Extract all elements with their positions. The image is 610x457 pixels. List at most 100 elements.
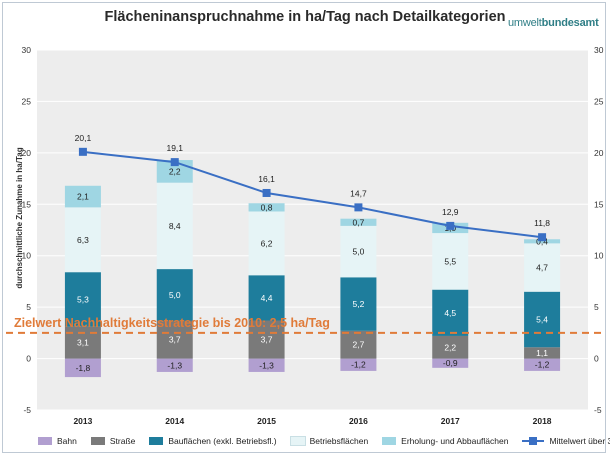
legend-item: Betriebsflächen (289, 436, 369, 446)
bar-data-label: 0,4 (536, 236, 548, 246)
y-axis-title: durchschnittliche Zunahme in ha/Tag (15, 147, 24, 288)
bar-segment (432, 335, 469, 359)
bar-data-label: 5,5 (444, 256, 456, 266)
legend-item: Bahn (38, 436, 77, 446)
bar-segment (156, 320, 193, 359)
bar-segment (64, 272, 101, 327)
chart-svg: -5 -5 0 0 5 5 10 10 15 15 20 20 25 25 30 30 durchschnitt… (6, 45, 604, 426)
bar-segment (156, 182, 193, 270)
average-data-label: 11,8 (534, 218, 550, 228)
y-tick-label-left: 25 (22, 96, 32, 106)
legend-item: Straße (90, 436, 135, 446)
bar-data-label: -0,9 (443, 358, 458, 368)
y-tick-label-left: 15 (22, 199, 32, 209)
bar-segment (340, 330, 377, 359)
y-tick-label-right: 0 (594, 354, 599, 364)
average-line (82, 150, 543, 239)
y-tick-label-right: -5 (594, 405, 602, 415)
bar-segment (340, 218, 377, 226)
bar-data-label: 5,2 (353, 299, 365, 309)
bar-segment (432, 289, 469, 336)
bar-segment (432, 358, 469, 368)
bar-data-label: 2,2 (169, 166, 181, 176)
legend-swatch (90, 437, 105, 445)
average-marker (538, 233, 547, 242)
y-tick-label-right: 30 (594, 45, 604, 55)
bar-segment (340, 225, 377, 278)
bar-data-label: 8,4 (169, 221, 181, 231)
y-tick-label-left: 0 (26, 354, 31, 364)
legend-swatch (149, 437, 164, 445)
bar-data-label: 0,7 (353, 217, 365, 227)
brand-part-b: bundesamt (541, 17, 599, 29)
y-tick-label-left: 30 (22, 45, 32, 55)
bar-data-label: 5,0 (353, 247, 365, 257)
legend-item: Mittelwert über 3 Jahre (522, 436, 610, 446)
bar-segment (156, 358, 193, 372)
chart-frame (2, 2, 606, 453)
x-tick-label: 2013 (73, 416, 92, 426)
brand-part-a: umwelt (508, 17, 542, 29)
legend-item: Erholung- und Abbauflächen (382, 436, 508, 446)
legend-label: Bahn (57, 436, 77, 446)
bar-segment (248, 358, 285, 372)
bar-segment (524, 239, 561, 244)
bar-data-label: 0,8 (261, 202, 273, 212)
bar-data-label: 3,7 (169, 335, 181, 345)
bar-segment (524, 243, 561, 292)
legend-label: Erholung- und Abbauflächen (401, 436, 509, 446)
chart-legend: Bahn Straße Bauflächen (exkl. Betriebsfl.)… (38, 433, 610, 449)
bar-segment (248, 320, 285, 359)
target-line-label: Zielwert Nachhaltigkeitsstrategie bis 20… (14, 316, 330, 330)
bar-data-label: 5,3 (77, 294, 89, 304)
bar-data-label: -1,2 (535, 360, 550, 370)
y-tick-label-left: -5 (23, 405, 31, 415)
bar-data-label: 4,5 (444, 308, 456, 318)
bar-data-label: 5,0 (169, 290, 181, 300)
chart-title: Flächeninanspruchnahme in ha/Tag nach De… (104, 9, 506, 25)
average-data-label: 20,1 (75, 133, 92, 143)
bar-segment (524, 358, 561, 371)
average-data-label: 12,9 (442, 207, 459, 217)
x-tick-label: 2014 (165, 416, 184, 426)
x-tick-label: 2016 (349, 416, 368, 426)
y-tick-label-right: 15 (594, 199, 604, 209)
bar-data-label: -1,3 (259, 360, 274, 370)
bar-segment (64, 185, 101, 208)
bar-segment (248, 203, 285, 212)
bar-data-label: 2,2 (444, 342, 456, 352)
legend-swatch (382, 437, 397, 445)
x-tick-label: 2018 (533, 416, 552, 426)
bar-data-label: 4,7 (536, 263, 548, 273)
y-tick-label-right: 20 (594, 148, 604, 158)
bar-data-label: 3,1 (77, 338, 89, 348)
y-tick-label-right: 5 (594, 302, 599, 312)
average-marker (446, 221, 455, 230)
bar-segment (248, 275, 285, 321)
y-tick-label-left: 5 (26, 302, 31, 312)
x-tick-label: 2015 (257, 416, 276, 426)
legend-label: Betriebsflächen (309, 436, 369, 446)
average-data-label: 19,1 (166, 143, 183, 153)
average-marker (354, 203, 363, 212)
legend-swatch (289, 436, 306, 446)
y-tick-label-left: 10 (22, 251, 32, 261)
average-marker (262, 188, 271, 197)
plot-area (37, 50, 588, 410)
bar-data-label: 2,7 (353, 340, 365, 350)
bar-data-label: 5,4 (536, 314, 548, 324)
bar-segment (64, 358, 101, 378)
bar-data-label: 2,1 (77, 192, 89, 202)
bar-segment (156, 269, 193, 321)
average-marker (78, 147, 87, 156)
legend-label: Mittelwert über 3 Jahre (549, 436, 610, 446)
y-tick-label-left: 20 (22, 148, 32, 158)
bar-segment (340, 358, 377, 371)
bar-data-label: 3,7 (261, 335, 273, 345)
brand-logo: umweltbundesamt (508, 17, 599, 29)
y-tick-label-right: 25 (594, 96, 604, 106)
bar-segment (340, 277, 377, 331)
legend-line-swatch (522, 437, 545, 445)
bar-data-label: 4,4 (261, 293, 273, 303)
legend-item: Bauflächen (exkl. Betriebsfl.) (149, 436, 277, 446)
